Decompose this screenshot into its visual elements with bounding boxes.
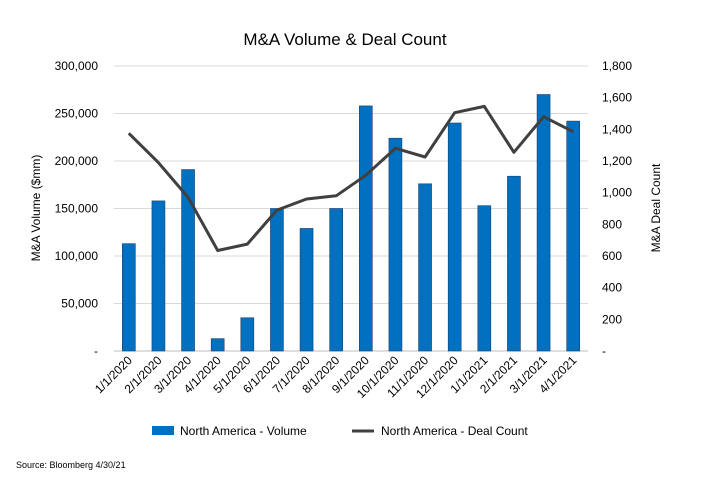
volume-bars [122,94,580,352]
left-tick-label: 200,000 [55,154,99,168]
volume-bar [477,205,492,352]
x-axis-ticks: 1/1/20202/1/20203/1/20204/1/20205/1/2020… [92,353,580,401]
right-tick-label: 800 [602,217,622,231]
legend-swatch-volume [152,426,174,435]
volume-bar [151,200,166,352]
volume-bar [181,169,195,352]
right-tick-label: 1,800 [602,59,632,73]
legend-label-volume: North America - Volume [180,424,307,438]
volume-bar [270,208,284,352]
volume-bar [388,137,403,352]
left-tick-label: 100,000 [55,249,99,263]
right-tick-label: 600 [602,249,622,263]
volume-bar [507,175,521,352]
legend: North America - Volume North America - D… [152,424,528,438]
volume-bar [447,122,462,352]
volume-bar [536,94,551,352]
chart-title: M&A Volume & Deal Count [243,30,446,49]
left-axis-label: M&A Volume ($mm) [29,155,43,262]
right-tick-label: - [602,344,606,358]
left-tick-label: 250,000 [55,107,99,121]
right-tick-label: 1,200 [602,154,632,168]
right-tick-label: 1,400 [602,122,632,136]
left-tick-label: 300,000 [55,59,99,73]
left-tick-label: 150,000 [55,202,99,216]
right-axis-ticks: - 200 400 600 800 1,000 1,200 1,400 1,600 1,800 [602,59,632,358]
right-tick-label: 400 [602,281,622,295]
volume-bar [329,208,343,352]
deal-count-line [127,104,574,252]
left-tick-label: 50,000 [61,297,98,311]
volume-bar [240,317,255,352]
legend-label-deal-count: North America - Deal Count [381,424,528,438]
volume-bar [122,243,136,352]
right-axis-label: M&A Deal Count [649,163,663,252]
volume-bar [418,183,432,352]
source-note: Source: Bloomberg 4/30/21 [16,460,126,470]
right-tick-label: 1,600 [602,91,632,105]
left-axis-ticks: - 50,000 100,000 150,000 200,000 250,000 300,0… [55,59,99,358]
right-tick-label: 200 [602,312,622,326]
right-tick-label: 1,000 [602,186,632,200]
volume-bar [566,120,580,352]
volume-bar [210,338,225,352]
volume-bar [299,228,314,352]
volume-bar [359,105,373,352]
deal-count-series-line [127,104,574,252]
left-tick-label: - [94,344,98,358]
